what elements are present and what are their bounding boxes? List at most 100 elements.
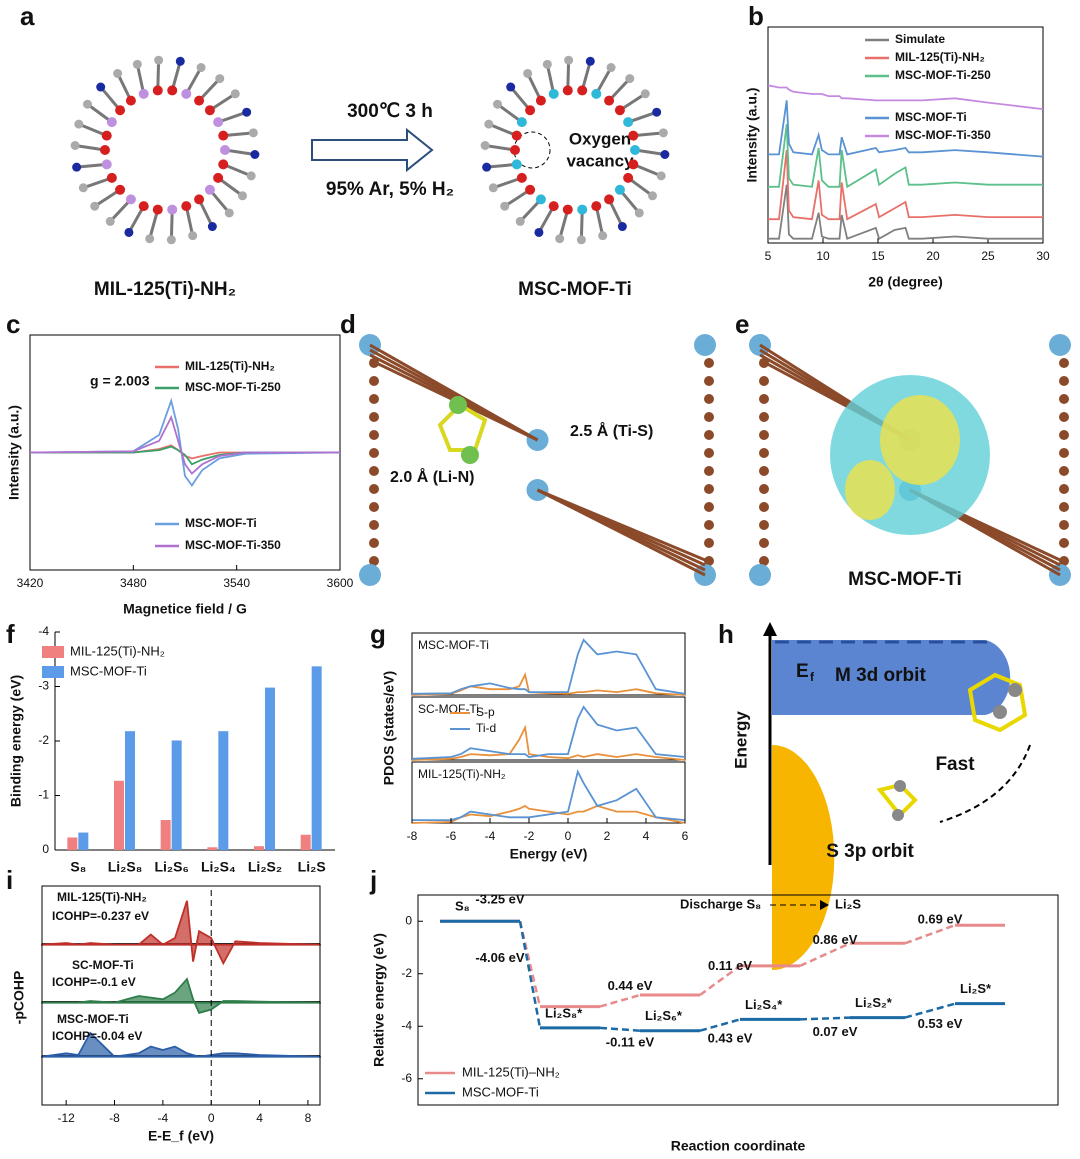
- bond: [607, 77, 631, 102]
- atom: [534, 227, 544, 237]
- x-tick-label: 3540: [223, 576, 250, 590]
- bond: [594, 205, 605, 236]
- connector: [599, 1026, 641, 1032]
- atom: [704, 376, 714, 386]
- atom: [704, 520, 714, 530]
- atom: [106, 172, 117, 183]
- atom: [246, 171, 256, 181]
- step-label: 0.11 eV: [708, 958, 752, 973]
- bond: [632, 162, 662, 178]
- atom: [555, 234, 565, 244]
- atom: [759, 556, 769, 566]
- atom: [511, 130, 522, 141]
- atom: [1059, 448, 1069, 458]
- atom: [138, 201, 149, 212]
- annotation: Fast: [935, 754, 975, 775]
- atom: [242, 107, 252, 117]
- step-label: -4.06 eV: [475, 950, 524, 965]
- atom: [359, 564, 381, 586]
- x-axis-label: Magnetice field / G: [123, 601, 247, 617]
- atom: [614, 184, 625, 195]
- bond: [594, 66, 613, 95]
- panel-note: ICOHP=-0.04 eV: [52, 1029, 142, 1043]
- condition: 300℃ 3 h: [347, 101, 433, 122]
- step-label: 0.53 eV: [918, 1016, 963, 1031]
- atom: [154, 55, 164, 65]
- atom: [213, 117, 224, 128]
- x-axis-label: Reaction coordinate: [671, 1138, 806, 1154]
- atom: [759, 376, 769, 386]
- bar: [160, 820, 171, 850]
- bar: [311, 666, 322, 850]
- atom: [542, 59, 552, 69]
- x-tick-label: -2: [524, 829, 535, 843]
- atom: [759, 484, 769, 494]
- atom: [90, 201, 100, 211]
- bond: [135, 64, 146, 95]
- annotation: Oxygen: [569, 129, 631, 148]
- atom: [704, 466, 714, 476]
- atom: [749, 564, 771, 586]
- charge-density: [880, 395, 960, 485]
- bond: [536, 488, 706, 562]
- atom: [1059, 466, 1069, 476]
- connector: [699, 1018, 741, 1032]
- step-label: 0.86 eV: [813, 932, 858, 947]
- atom: [1059, 412, 1069, 422]
- line: [41, 977, 321, 1014]
- y-tick-label: -2: [401, 966, 412, 980]
- category-label: Li₂S₆*: [645, 1008, 683, 1023]
- atom: [630, 145, 640, 155]
- bond: [197, 198, 214, 228]
- panel-note: ICOHP=-0.237 eV: [52, 909, 149, 923]
- legend-swatch: [42, 646, 64, 658]
- arrow: [311, 127, 434, 173]
- atom: [1059, 358, 1069, 368]
- panel-label: i: [6, 865, 13, 895]
- bar: [114, 780, 124, 850]
- bar: [67, 837, 78, 850]
- atom: [694, 334, 716, 356]
- annotation: Li₂S: [835, 896, 861, 911]
- atom: [759, 430, 769, 440]
- bond: [618, 188, 641, 214]
- atom: [115, 105, 126, 116]
- x-tick-label: 3600: [327, 576, 354, 590]
- bond: [519, 198, 543, 223]
- atom: [82, 99, 92, 109]
- panel-label: b: [748, 1, 764, 31]
- line: [411, 804, 686, 824]
- band-label: M 3d orbit: [835, 665, 926, 686]
- bond: [86, 103, 113, 124]
- bond: [566, 60, 571, 91]
- axis-label: Energy: [731, 711, 750, 769]
- atom: [548, 201, 559, 212]
- panel-title: MIL-125(Ti)-NH₂: [418, 767, 506, 781]
- step-label: 0.69 eV: [918, 912, 963, 927]
- x-tick-label: 0: [208, 1111, 215, 1125]
- category-label: Li₂S₂*: [855, 995, 893, 1010]
- atom: [591, 88, 602, 99]
- atom: [604, 194, 615, 205]
- bond: [197, 77, 221, 102]
- atom: [167, 85, 178, 96]
- atom: [181, 88, 192, 99]
- legend-label: Simulate: [895, 32, 945, 46]
- atom: [152, 204, 163, 215]
- bond: [496, 103, 523, 124]
- legend-swatch: [42, 666, 64, 678]
- charge-density: [845, 460, 895, 520]
- bond: [127, 205, 146, 234]
- x-tick-label: 0: [565, 829, 572, 843]
- atom: [101, 130, 112, 141]
- atom: [220, 145, 230, 155]
- bond: [537, 205, 556, 234]
- atom: [1059, 394, 1069, 404]
- atom: [369, 556, 379, 566]
- annotation: 2.5 Å (Ti-S): [570, 421, 653, 440]
- line: [29, 414, 340, 475]
- atom: [562, 204, 573, 215]
- x-tick-label: 4: [256, 1111, 263, 1125]
- atom: [623, 172, 634, 183]
- line: [41, 900, 321, 966]
